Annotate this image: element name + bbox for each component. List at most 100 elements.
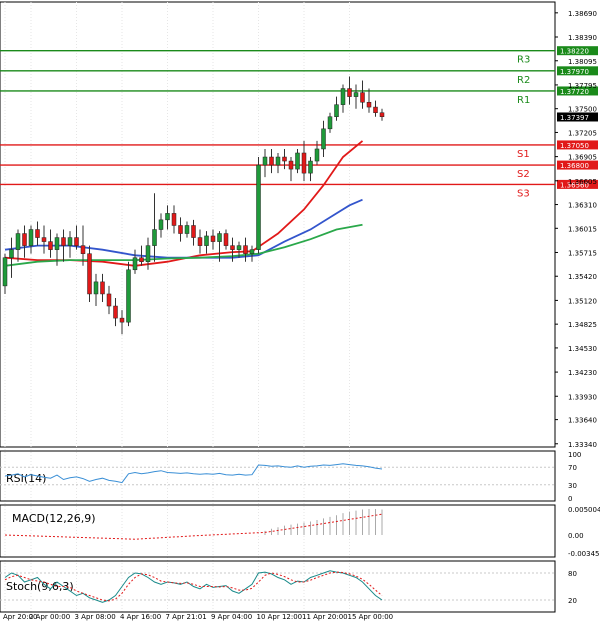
- candle-body: [204, 235, 209, 246]
- candle-body: [119, 317, 125, 323]
- rsi-pane: RSI(14) 100 70 30 0: [0, 450, 581, 503]
- candle-body: [243, 245, 248, 254]
- candle-body: [158, 219, 164, 230]
- candle-body: [28, 229, 34, 246]
- time-tick-label: 9 Apr 04:00: [211, 613, 252, 621]
- level-price-label-r3: 1.38220: [560, 48, 589, 56]
- candle-body: [35, 229, 40, 238]
- candle-body: [54, 237, 60, 250]
- candle-body: [61, 237, 66, 246]
- level-price-label-r2: 1.37970: [560, 68, 589, 76]
- macd-title: MACD(12,26,9): [12, 512, 96, 525]
- time-tick-label: 3 Apr 08:00: [75, 613, 116, 621]
- candle-body: [256, 164, 261, 250]
- price-tick-label: 1.36605: [568, 178, 597, 186]
- candle-body: [100, 281, 105, 295]
- candle-body: [334, 104, 339, 117]
- candle-body: [139, 257, 144, 262]
- rsi-frame: [0, 450, 556, 502]
- price-tick-label: 1.38690: [568, 10, 597, 18]
- candle-body: [223, 233, 229, 246]
- current-price-label: 1.37397: [560, 114, 589, 122]
- candle-body: [379, 112, 385, 117]
- rsi-tick-label: 30: [568, 482, 577, 490]
- macd-frame: [0, 504, 556, 558]
- rsi-tick-label: 0: [568, 495, 572, 503]
- candle-body: [269, 156, 274, 166]
- moving-average-line-3: [4, 223, 363, 267]
- price-axis: 1.38690 1.38390 1.38095 1.37795 1.37500 1.372…: [555, 10, 597, 449]
- candle-body: [171, 213, 177, 226]
- level-price-tag-s3: [557, 179, 598, 189]
- candle-body: [106, 293, 112, 307]
- candle-body: [360, 92, 365, 103]
- candle-body: [230, 245, 235, 250]
- candle-body: [340, 88, 346, 105]
- level-price-tag-r3: [557, 46, 598, 56]
- candle-body: [249, 249, 255, 254]
- candle-body: [347, 88, 352, 97]
- price-tick-label: 1.33640: [568, 417, 597, 425]
- candle-body: [165, 213, 170, 221]
- price-tick-label: 1.38390: [568, 34, 597, 42]
- time-tick-label: 7 Apr 21:01: [166, 613, 207, 621]
- price-tick-label: 1.36015: [568, 225, 597, 233]
- candle-body: [48, 241, 53, 250]
- pivot-levels: R3 1.38220 R2 1.37970 R1 1.37720 S1 1.37050 S2 1.…: [0, 46, 598, 199]
- candle-body: [262, 156, 268, 166]
- level-price-label-s1: 1.37050: [560, 142, 589, 150]
- macd-pane: MACD(12,26,9) 0.005004 0.00 -0.003457: [0, 504, 600, 558]
- price-tick-label: 1.38095: [568, 58, 597, 66]
- price-tick-label: 1.35120: [568, 297, 597, 305]
- main-frame: [0, 1, 556, 448]
- candle-body: [275, 156, 281, 166]
- candle-body: [93, 281, 99, 295]
- macd-tick-label: 0.00: [568, 532, 584, 540]
- price-tick-label: 1.33930: [568, 393, 597, 401]
- price-tick-label: 1.33340: [568, 441, 597, 449]
- time-tick-label: 11 Apr 20:00: [302, 613, 348, 621]
- candle-body: [373, 106, 378, 113]
- stoch-title: Stoch(9,6,3): [6, 580, 74, 593]
- candle-body: [41, 237, 47, 242]
- price-tick-label: 1.36905: [568, 154, 597, 162]
- grid: [0, 1, 556, 612]
- candle-body: [321, 128, 326, 150]
- rsi-line: [4, 463, 383, 484]
- candle-body: [327, 116, 333, 130]
- stoch-pane: Stoch(9,6,3) 80 20: [0, 560, 577, 613]
- rsi-tick-label: 100: [568, 451, 581, 459]
- price-tick-label: 1.34230: [568, 369, 597, 377]
- candle-body: [191, 225, 196, 238]
- rsi-title: RSI(14): [6, 472, 46, 485]
- price-tick-label: 1.35420: [568, 273, 597, 281]
- candle-body: [295, 152, 300, 170]
- macd-tick-label: 0.005004: [568, 506, 600, 514]
- candle-body: [2, 257, 8, 287]
- time-tick-label: 4 Apr 16:00: [120, 613, 161, 621]
- candle-body: [353, 92, 359, 97]
- level-name-s3: S3: [517, 188, 530, 199]
- level-name-r1: R1: [517, 95, 530, 106]
- current-price-tag: [557, 112, 598, 122]
- level-price-tag-s2: [557, 160, 598, 170]
- rsi-tick-label: 70: [568, 464, 577, 472]
- stoch-k-line: [4, 570, 383, 603]
- candle-body: [145, 245, 151, 262]
- price-tick-label: 1.34530: [568, 345, 597, 353]
- candle-body: [15, 233, 21, 250]
- candle-body: [178, 225, 183, 234]
- candle-body: [308, 160, 313, 174]
- candle-body: [87, 253, 92, 295]
- price-tick-label: 1.37500: [568, 106, 597, 114]
- macd-signal-line: [4, 513, 383, 540]
- level-price-tag-r2: [557, 66, 598, 76]
- level-name-s1: S1: [517, 149, 530, 160]
- level-price-tag-s1: [557, 140, 598, 150]
- candle-body: [366, 101, 372, 108]
- time-tick-label: 10 Apr 12:00: [257, 613, 303, 621]
- candle-body: [236, 245, 242, 250]
- level-price-tag-r1: [557, 86, 598, 96]
- price-tick-label: 1.37205: [568, 129, 597, 137]
